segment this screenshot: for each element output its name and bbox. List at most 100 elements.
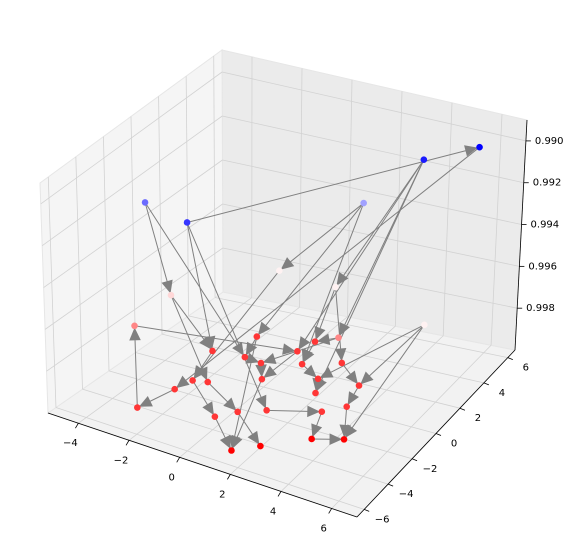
x-tick-label: 2 [219,489,225,500]
arrow [257,202,365,336]
point [335,334,342,342]
arrow [280,202,364,270]
point [141,199,149,206]
point [258,375,266,383]
arrow [129,327,141,408]
x-tick-label: 4 [270,506,276,517]
y-tick [411,458,418,462]
point [204,378,212,386]
point [311,338,319,345]
y-tick [507,357,513,360]
x-tick-label: 6 [320,523,326,534]
grid-line [394,91,403,327]
point [314,375,322,383]
grid-line [214,297,508,358]
grid-line [55,407,365,510]
x-tick [125,440,130,446]
grid-line [47,176,57,408]
x-tick-label: 0 [169,472,175,483]
arrow [298,159,425,350]
arrow [314,286,336,340]
arrow [186,222,267,409]
grid-line [222,71,526,142]
arrow [170,294,212,350]
point [318,408,326,416]
arrow [192,380,214,416]
point [332,283,339,291]
grid-line [158,96,163,335]
point [294,348,301,355]
arrow [186,145,478,223]
grid-line [222,247,518,309]
grid-line [299,68,303,308]
point [131,322,138,330]
y-tick-label: 0 [451,439,457,450]
point [338,359,346,367]
point [420,156,428,164]
grid-line [44,203,223,330]
point [234,408,241,416]
arrow [207,381,237,411]
point [257,359,265,367]
point [343,403,351,410]
y-tick-label: 2 [475,413,481,424]
z-tick-label: 0.992 [533,178,562,189]
arrow [214,416,231,449]
grid-line [130,116,136,353]
grid-line [75,156,83,390]
point [298,360,306,368]
point [308,435,315,443]
point [241,353,249,361]
point [360,199,367,207]
point [257,442,264,450]
point [263,407,270,414]
point [209,347,216,355]
point [340,436,348,443]
x-tick [176,457,181,463]
grid-line [108,370,413,460]
x-tick-label: −4 [63,438,78,449]
y-tick-label: −4 [399,489,414,500]
arrow [176,146,480,389]
point [183,219,191,226]
y-tick [387,483,394,487]
point [189,377,196,384]
y-tick [435,433,442,436]
y-tick [459,407,466,411]
y-tick-label: 6 [523,363,529,374]
point [355,382,363,389]
grid-line [442,102,453,336]
grid-line [43,159,223,288]
grid-line [135,352,437,434]
grid-line [41,115,223,247]
point [253,333,261,340]
axis-line [356,349,516,518]
arrow [336,159,425,286]
arrow [263,350,298,379]
arrow [138,388,175,407]
grid-line [103,136,110,371]
arrow [360,324,425,385]
arrow [237,411,260,445]
arrow [144,202,173,294]
point [211,413,219,420]
grid-line [46,247,224,372]
y-tick [364,509,370,512]
grid-line [40,71,223,205]
grid-line [213,56,216,298]
x-tick-label: −2 [114,455,129,466]
point [276,267,283,274]
y-tick-label: −2 [423,464,438,475]
grid-line [222,115,524,184]
z-tick-label: 0.994 [531,220,560,231]
point [312,389,319,397]
point [171,385,178,393]
z-tick-label: 0.998 [526,303,555,314]
z-tick-label: 0.996 [528,261,557,272]
x-tick [328,508,333,514]
left-pane [39,49,224,414]
x-tick [227,474,231,480]
point [228,447,235,454]
grid-line [185,76,189,316]
point [167,291,175,299]
